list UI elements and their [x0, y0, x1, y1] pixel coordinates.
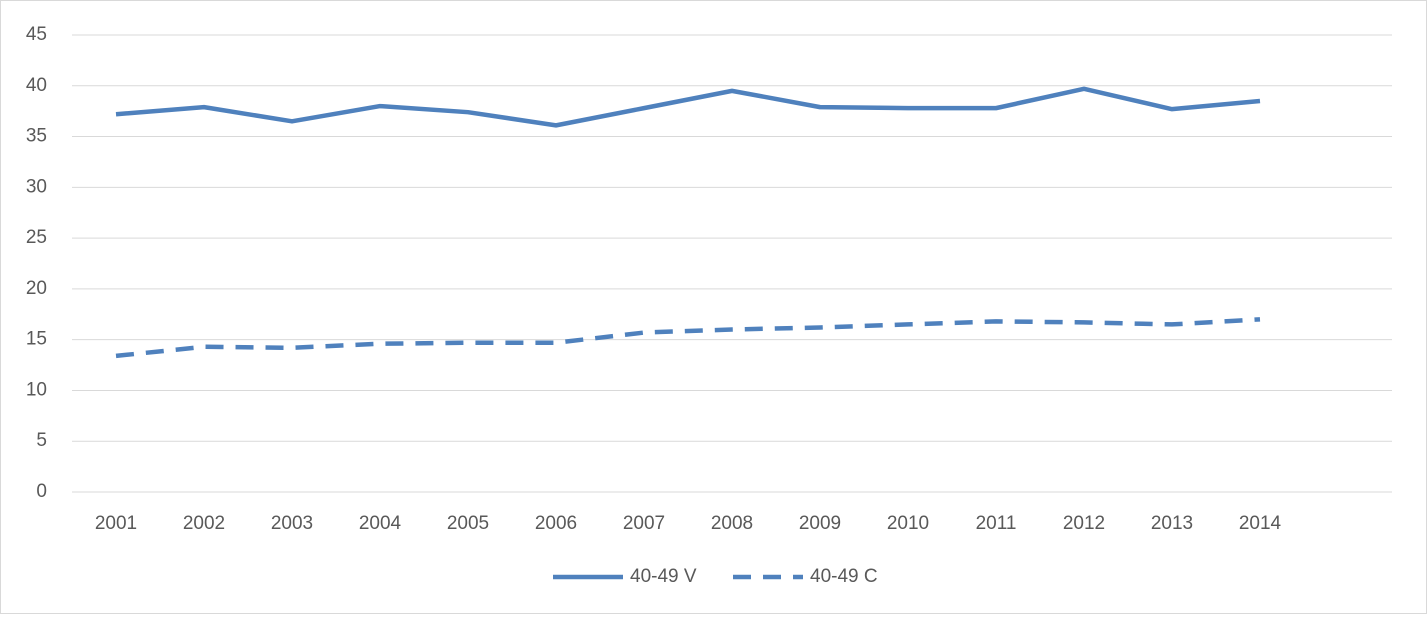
y-tick-label: 40 — [26, 75, 47, 96]
x-tick-label: 2014 — [1239, 513, 1282, 534]
x-tick-label: 2011 — [976, 513, 1017, 534]
y-tick-label: 5 — [36, 430, 47, 451]
y-tick-label: 25 — [26, 227, 47, 248]
y-tick-label: 30 — [26, 176, 47, 197]
x-tick-label: 2003 — [271, 513, 313, 534]
x-tick-label: 2007 — [623, 513, 665, 534]
x-tick-label: 2005 — [447, 513, 489, 534]
y-tick-label: 10 — [26, 379, 47, 400]
y-tick-label: 20 — [26, 278, 47, 299]
y-tick-label: 35 — [26, 126, 47, 147]
y-tick-label: 15 — [26, 329, 47, 350]
x-tick-label: 2008 — [711, 513, 753, 534]
legend-label: 40-49 C — [810, 566, 878, 587]
x-tick-label: 2006 — [535, 513, 577, 534]
x-tick-label: 2013 — [1151, 513, 1193, 534]
x-tick-label: 2001 — [95, 513, 137, 534]
series-line — [115, 317, 1261, 359]
y-tick-label: 45 — [26, 24, 47, 45]
x-tick-label: 2010 — [887, 513, 929, 534]
x-tick-label: 2004 — [359, 513, 402, 534]
y-tick-label: 0 — [36, 481, 47, 502]
x-tick-label: 2009 — [799, 513, 841, 534]
series-line — [115, 86, 1261, 128]
x-tick-label: 2012 — [1063, 513, 1105, 534]
legend-label: 40-49 V — [630, 566, 697, 587]
x-tick-label: 2002 — [183, 513, 225, 534]
